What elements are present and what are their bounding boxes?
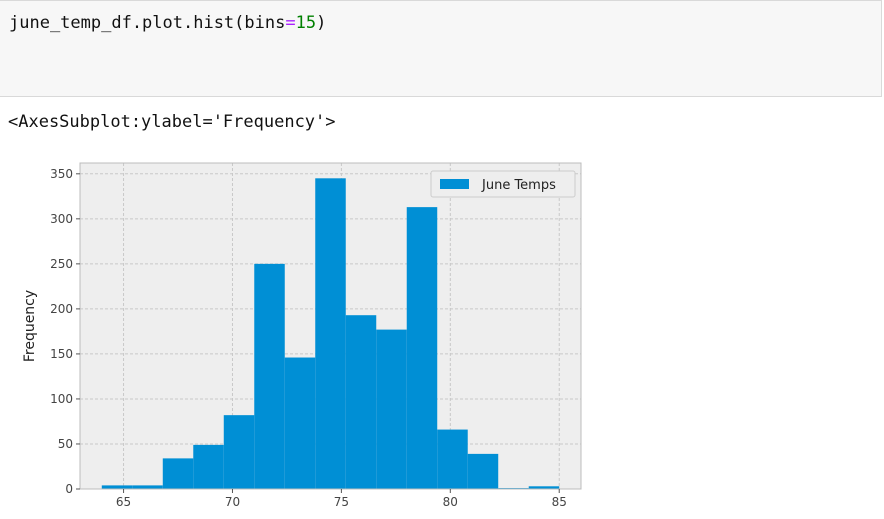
- code-prefix: june_temp_df.plot.hist(bins: [9, 13, 286, 33]
- histogram-bar: [132, 485, 163, 489]
- y-tick-label: 250: [50, 257, 73, 271]
- y-tick-label: 300: [50, 212, 73, 226]
- y-tick-label: 200: [50, 302, 73, 316]
- y-tick-label: 150: [50, 347, 73, 361]
- x-tick-label: 70: [225, 495, 240, 509]
- code-line[interactable]: june_temp_df.plot.hist(bins=15): [9, 13, 326, 33]
- histogram-bar: [254, 263, 285, 489]
- histogram-bar: [406, 207, 438, 489]
- histogram-chart: 0 50 100 150 200 250 300 350 65 70 75 80 85 Frequency…: [22, 162, 582, 509]
- legend-label: June Temps: [481, 178, 556, 193]
- axes-frame: [79, 162, 582, 490]
- x-tick-label: 65: [116, 495, 131, 509]
- code-operator: =: [285, 13, 296, 33]
- histogram-bar: [315, 178, 346, 489]
- y-tick-label: 100: [50, 392, 73, 406]
- histogram-bar: [345, 315, 377, 489]
- histogram-bar: [223, 415, 255, 489]
- code-cell[interactable]: june_temp_df.plot.hist(bins=15): [0, 0, 882, 97]
- x-tick-label: 80: [443, 495, 458, 509]
- output-repr: <AxesSubplot:ylabel='Frequency'>: [8, 112, 336, 132]
- y-axis-label: Frequency: [22, 290, 38, 362]
- y-tick-label: 350: [50, 167, 73, 181]
- y-tick-label: 50: [58, 437, 73, 451]
- histogram-plot: 0 50 100 150 200 250 300 350 65 70 75 80 85 Frequency…: [0, 150, 600, 519]
- legend-swatch: [440, 179, 469, 189]
- histogram-bar: [467, 453, 499, 489]
- code-suffix: ): [316, 13, 327, 33]
- histogram-bar: [437, 429, 468, 489]
- legend-box: [430, 170, 576, 198]
- code-number: 15: [295, 13, 317, 33]
- histogram-bar: [284, 357, 316, 489]
- histogram-bar: [376, 329, 407, 489]
- y-tick-label: 0: [65, 482, 73, 496]
- x-tick-label: 85: [552, 495, 567, 509]
- histogram-bar: [528, 486, 560, 489]
- histogram-bar: [193, 444, 224, 489]
- histogram-bar: [101, 485, 133, 489]
- histogram-bar: [162, 458, 194, 489]
- x-tick-label: 75: [334, 495, 349, 509]
